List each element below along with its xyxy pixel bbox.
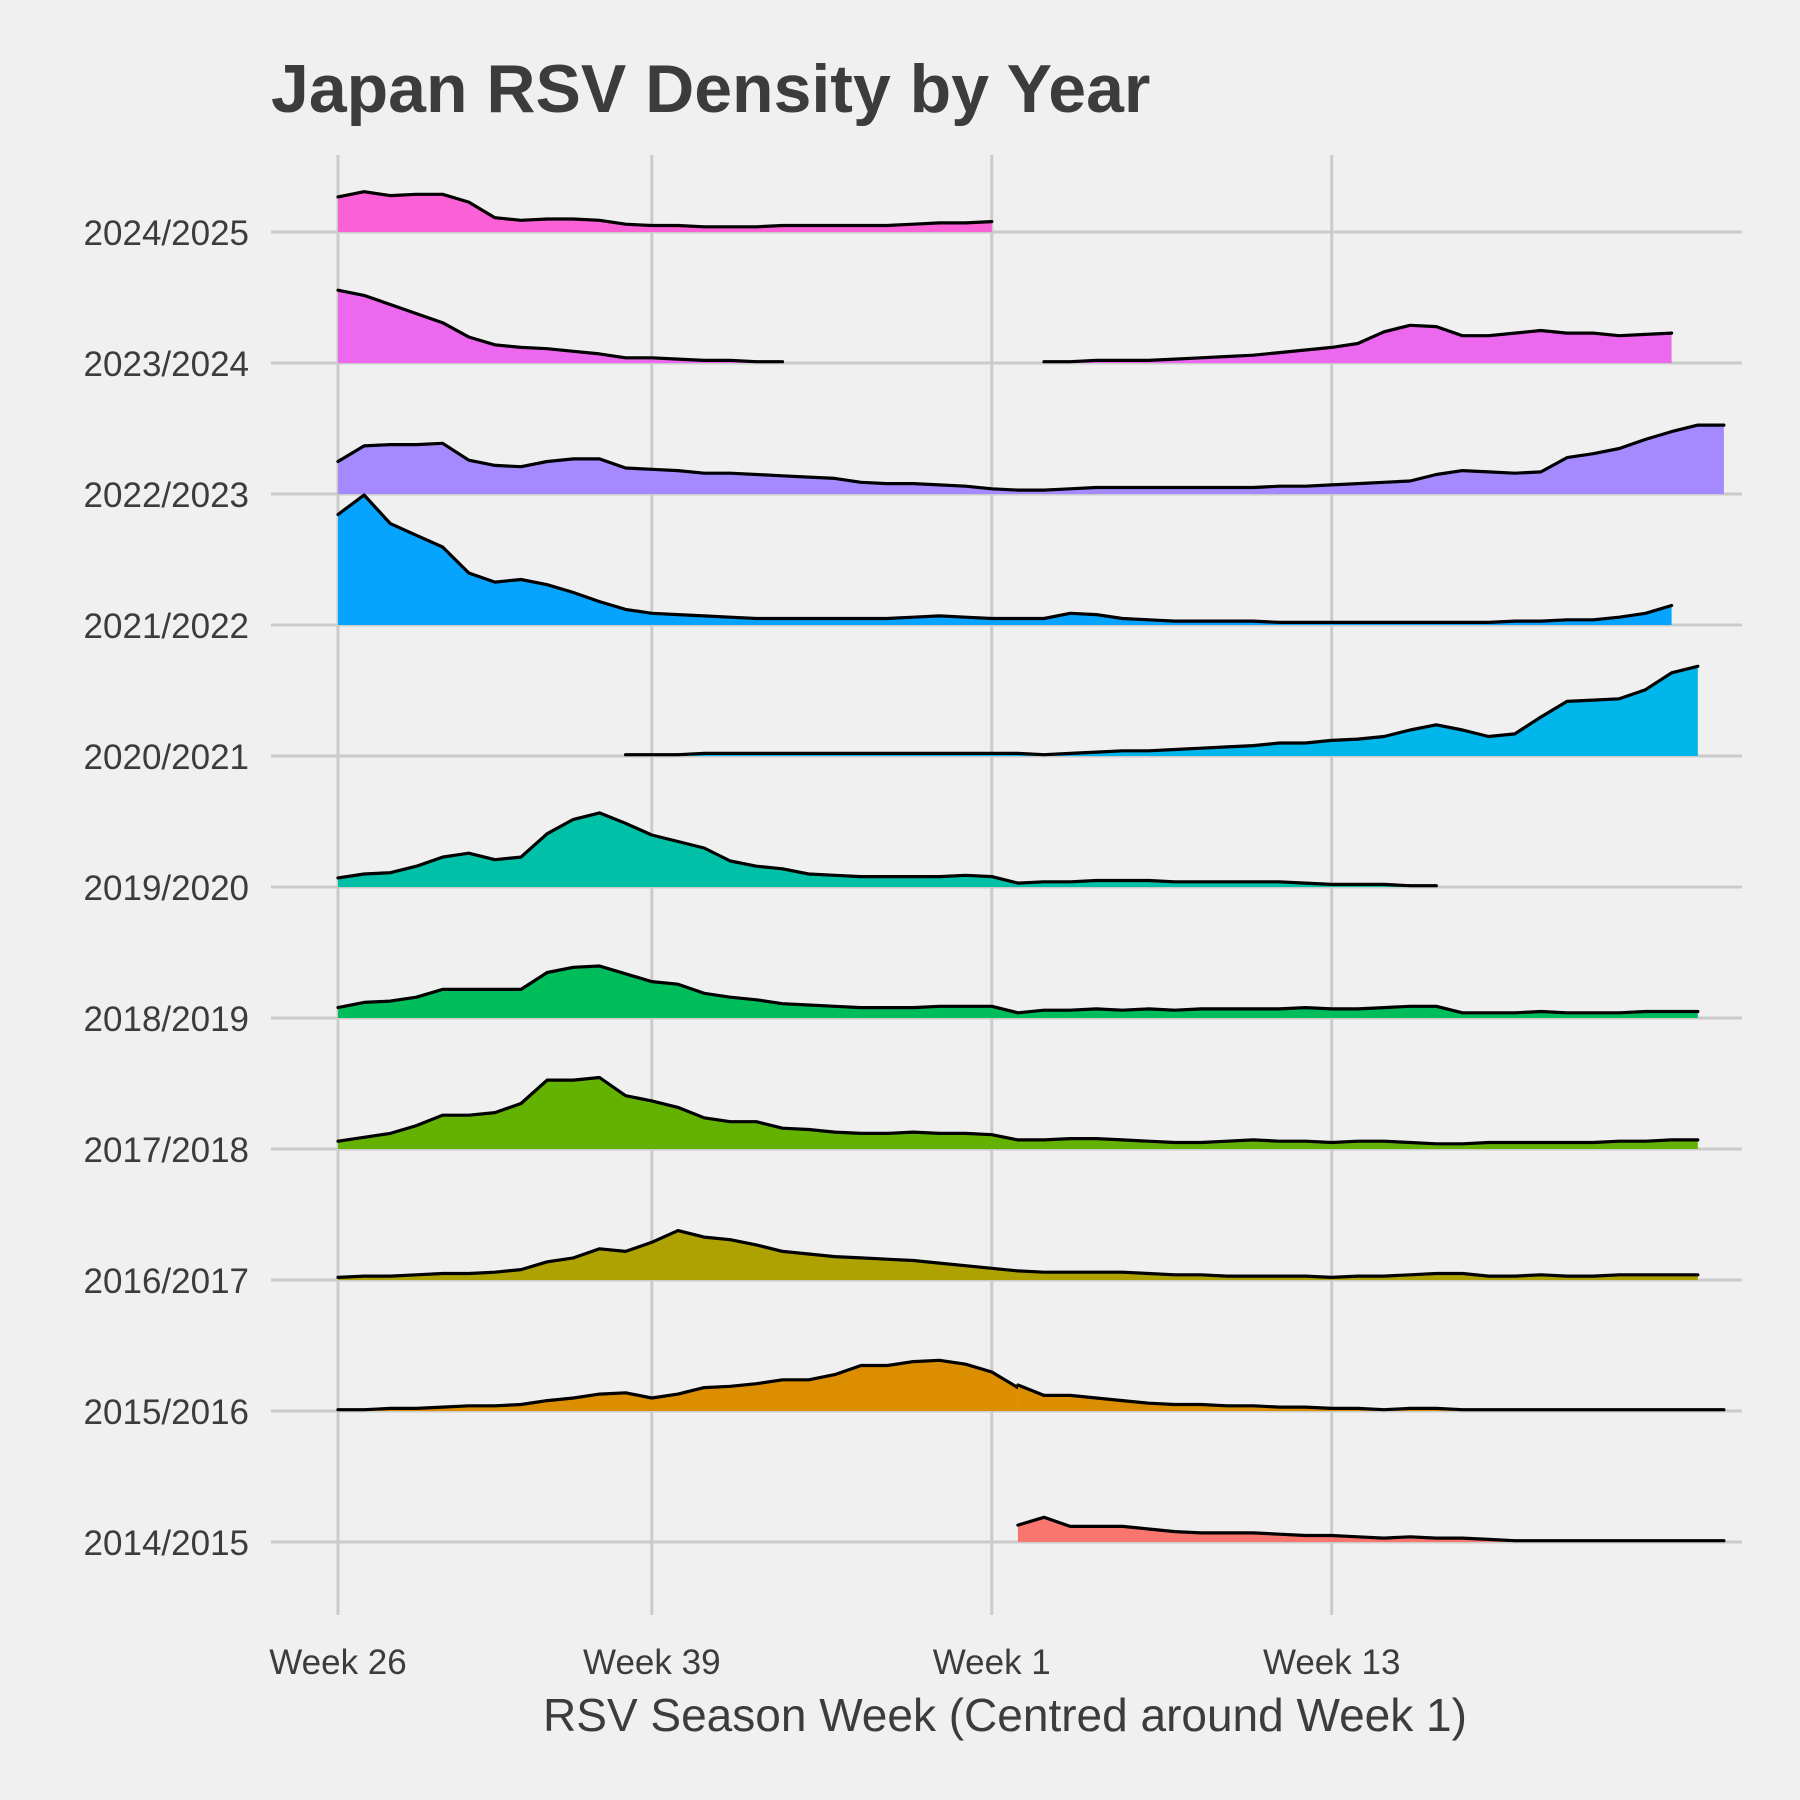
ridge-line-2024-2025 [336, 190, 994, 229]
ridge-area-2021-2022 [338, 495, 1672, 625]
ridge-area-2020-2021 [625, 666, 1698, 756]
ridge-line-2014-2015 [1016, 1515, 1726, 1543]
ridge-area-2014-2015 [1017, 1517, 1724, 1542]
ridge-line-2022-2023 [336, 423, 1726, 492]
ridge-2018-2019 [336, 964, 1700, 1018]
ridge-area-2023-2024 [338, 290, 783, 363]
ridge-2014-2015 [1016, 1515, 1726, 1543]
ridge-area-2024-2025 [338, 191, 992, 232]
ridge-line-2023-2024 [336, 288, 785, 364]
x-tick-label: Week 26 [269, 1643, 407, 1682]
ridge-line-2018-2019 [336, 964, 1700, 1015]
ridge-2015-2016 [336, 1358, 1726, 1412]
y-tick-label: 2014/2015 [84, 1524, 249, 1563]
ridge-area-2022-2023 [338, 425, 1724, 494]
x-tick-label: Week 39 [583, 1643, 721, 1682]
ridge-line-2015-2016 [1016, 1383, 1726, 1412]
ridge-2024-2025 [336, 190, 994, 232]
ridge-line-2020-2021 [624, 664, 1700, 757]
ridge-2022-2023 [336, 423, 1726, 494]
ridge-area-2016-2017 [338, 1230, 1698, 1280]
ridge-layer [336, 190, 1726, 1543]
ridge-area-2018-2019 [338, 966, 1698, 1018]
y-tick-label: 2019/2020 [84, 869, 249, 908]
y-tick-label: 2020/2021 [84, 738, 249, 777]
x-axis-ticks: Week 26 Week 39 Week 1 Week 13 [269, 1643, 1400, 1682]
y-tick-label: 2023/2024 [84, 345, 249, 384]
ridge-area-2015-2016 [338, 1360, 1018, 1411]
y-tick-label: 2018/2019 [84, 1000, 249, 1039]
y-tick-label: 2024/2025 [84, 214, 249, 253]
x-tick-label: Week 1 [933, 1643, 1051, 1682]
y-axis-ticks: 2014/2015 2015/2016 2016/2017 2017/2018 2018… [84, 214, 249, 1563]
ridge-2020-2021 [624, 664, 1700, 757]
ridge-line-2016-2017 [336, 1229, 1700, 1279]
ridge-area-2017-2018 [338, 1077, 1698, 1149]
ridge-line-2015-2016 [336, 1358, 1020, 1412]
y-tick-label: 2021/2022 [84, 607, 249, 646]
y-tick-label: 2022/2023 [84, 476, 249, 515]
ridge-area-2019-2020 [338, 812, 1437, 887]
ridge-line-2021-2022 [336, 493, 1674, 624]
y-tick-label: 2015/2016 [84, 1393, 249, 1432]
ridge-2023-2024 [336, 288, 1674, 364]
y-tick-label: 2016/2017 [84, 1262, 249, 1301]
ridge-line-2017-2018 [336, 1075, 1700, 1146]
x-axis-label: RSV Season Week (Centred around Week 1) [543, 1689, 1467, 1741]
ridge-2016-2017 [336, 1229, 1700, 1280]
ridge-line-2023-2024 [1042, 323, 1674, 364]
ridge-2021-2022 [336, 493, 1674, 625]
chart-title: Japan RSV Density by Year [271, 51, 1150, 127]
ridge-2019-2020 [336, 811, 1438, 888]
y-tick-label: 2017/2018 [84, 1131, 249, 1170]
ridge-line-2019-2020 [336, 811, 1438, 888]
ridge-2017-2018 [336, 1075, 1700, 1149]
x-tick-label: Week 13 [1263, 1643, 1401, 1682]
